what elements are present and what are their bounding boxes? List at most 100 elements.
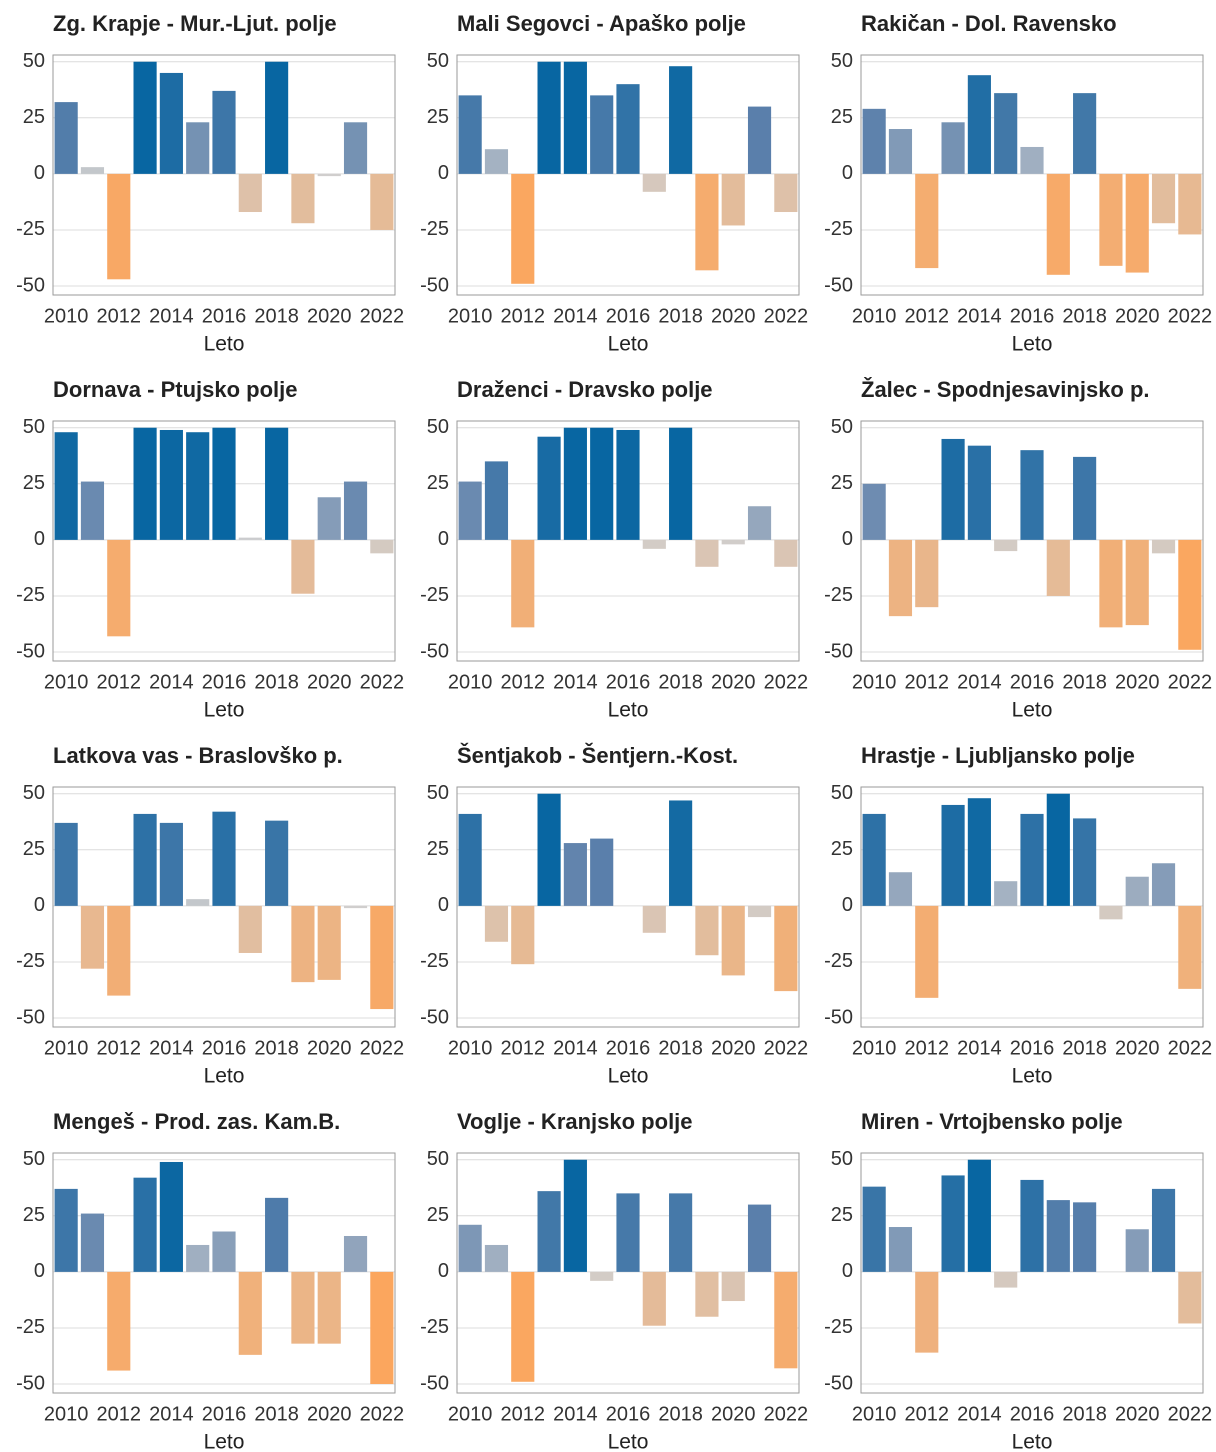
bar	[133, 61, 157, 174]
bar	[669, 66, 693, 174]
x-tick-label: 2018	[254, 671, 299, 693]
x-tick-label: 2020	[1115, 305, 1160, 327]
panel-title: Šentjakob - Šentjern.-Kost.	[457, 743, 738, 768]
x-tick-label: 2018	[254, 1403, 299, 1425]
x-tick-label: 2014	[149, 305, 194, 327]
bar	[80, 481, 105, 540]
x-tick-label: 2010	[448, 1403, 493, 1425]
y-tick-label: 0	[34, 1260, 45, 1282]
bar	[967, 75, 991, 174]
bar	[747, 106, 772, 174]
y-tick-label: -25	[16, 950, 45, 972]
x-tick-label: 2022	[360, 305, 405, 327]
bar	[642, 1271, 666, 1326]
panel-title: Hrastje - Ljubljansko polje	[861, 743, 1135, 768]
x-tick-label: 2012	[501, 305, 546, 327]
bar	[590, 1271, 614, 1281]
y-tick-label: 0	[438, 894, 449, 916]
x-tick-label: 2012	[905, 1037, 950, 1059]
x-tick-label: 2020	[307, 305, 352, 327]
x-tick-label: 2020	[307, 1037, 352, 1059]
bar	[1125, 1229, 1149, 1272]
y-tick-label: -25	[824, 950, 853, 972]
bar	[186, 122, 210, 174]
bar	[1046, 173, 1070, 275]
bar	[343, 481, 368, 540]
y-tick-label: 25	[427, 472, 449, 494]
bar	[537, 436, 561, 540]
x-tick-label: 2020	[307, 671, 352, 693]
bar	[1178, 539, 1202, 650]
y-tick-label: 50	[23, 416, 45, 438]
bar	[941, 804, 965, 906]
bar	[238, 905, 262, 953]
panel: Latkova vas - Braslovško p. -50 -25 0 25 50 20…	[16, 743, 404, 1088]
x-tick-label: 2020	[711, 1403, 756, 1425]
bar	[862, 108, 886, 174]
x-tick-label: 2022	[360, 671, 405, 693]
x-tick-label: 2018	[658, 671, 703, 693]
bar	[862, 1186, 886, 1272]
x-tick-label: 2010	[448, 305, 493, 327]
x-tick-label: 2016	[606, 1037, 651, 1059]
x-tick-label: 2016	[1010, 671, 1055, 693]
y-tick-label: 50	[23, 50, 45, 72]
y-tick-label: 25	[831, 1204, 853, 1226]
x-axis-label: Leto	[204, 333, 245, 356]
y-tick-label: -50	[824, 1372, 853, 1394]
bar	[747, 905, 772, 918]
bar	[1178, 905, 1202, 989]
bar	[616, 1193, 640, 1272]
x-tick-label: 2014	[149, 671, 194, 693]
y-tick-label: -25	[420, 218, 449, 240]
x-tick-label: 2018	[658, 305, 703, 327]
bar	[774, 905, 798, 992]
bar	[721, 1271, 745, 1302]
y-tick-label: -25	[420, 584, 449, 606]
x-tick-label: 2012	[97, 1037, 142, 1059]
bar	[774, 539, 798, 567]
bar	[1020, 1179, 1044, 1272]
y-tick-label: 50	[23, 782, 45, 804]
bar	[1046, 539, 1070, 596]
y-tick-label: -50	[16, 1006, 45, 1028]
bar	[458, 95, 482, 174]
panel-title: Voglje - Kranjsko polje	[457, 1109, 693, 1134]
bar	[941, 438, 965, 540]
x-axis-label: Leto	[204, 1431, 245, 1452]
x-tick-label: 2022	[764, 305, 809, 327]
panel-title: Mali Segovci - Apaško polje	[457, 11, 746, 36]
plot-frame	[456, 54, 800, 296]
y-tick-label: 25	[427, 1204, 449, 1226]
x-axis-label: Leto	[204, 699, 245, 722]
bar	[669, 800, 693, 906]
bar	[511, 173, 535, 284]
x-tick-label: 2010	[448, 1037, 493, 1059]
y-tick-label: 0	[842, 1260, 853, 1282]
y-tick-label: -50	[420, 640, 449, 662]
x-tick-label: 2012	[97, 1403, 142, 1425]
x-axis-label: Leto	[608, 333, 649, 356]
x-tick-label: 2018	[1062, 1037, 1107, 1059]
y-tick-label: 50	[427, 50, 449, 72]
bar	[967, 1159, 991, 1272]
bar	[133, 813, 157, 906]
x-tick-label: 2014	[149, 1403, 194, 1425]
panel-title: Dornava - Ptujsko polje	[53, 377, 298, 402]
x-tick-label: 2014	[957, 1037, 1002, 1059]
x-tick-label: 2016	[606, 671, 651, 693]
bar	[774, 1271, 798, 1369]
y-tick-label: -50	[16, 274, 45, 296]
bar	[1151, 173, 1176, 224]
bar	[370, 905, 394, 1010]
x-axis-label: Leto	[1012, 333, 1053, 356]
x-axis-label: Leto	[1012, 1431, 1053, 1452]
plot-frame	[860, 54, 1204, 296]
bar	[317, 1271, 341, 1344]
y-tick-label: 50	[831, 782, 853, 804]
y-tick-label: 50	[831, 1148, 853, 1170]
bar	[642, 173, 666, 192]
bar	[669, 427, 693, 540]
bar	[721, 905, 745, 976]
x-tick-label: 2010	[44, 671, 89, 693]
